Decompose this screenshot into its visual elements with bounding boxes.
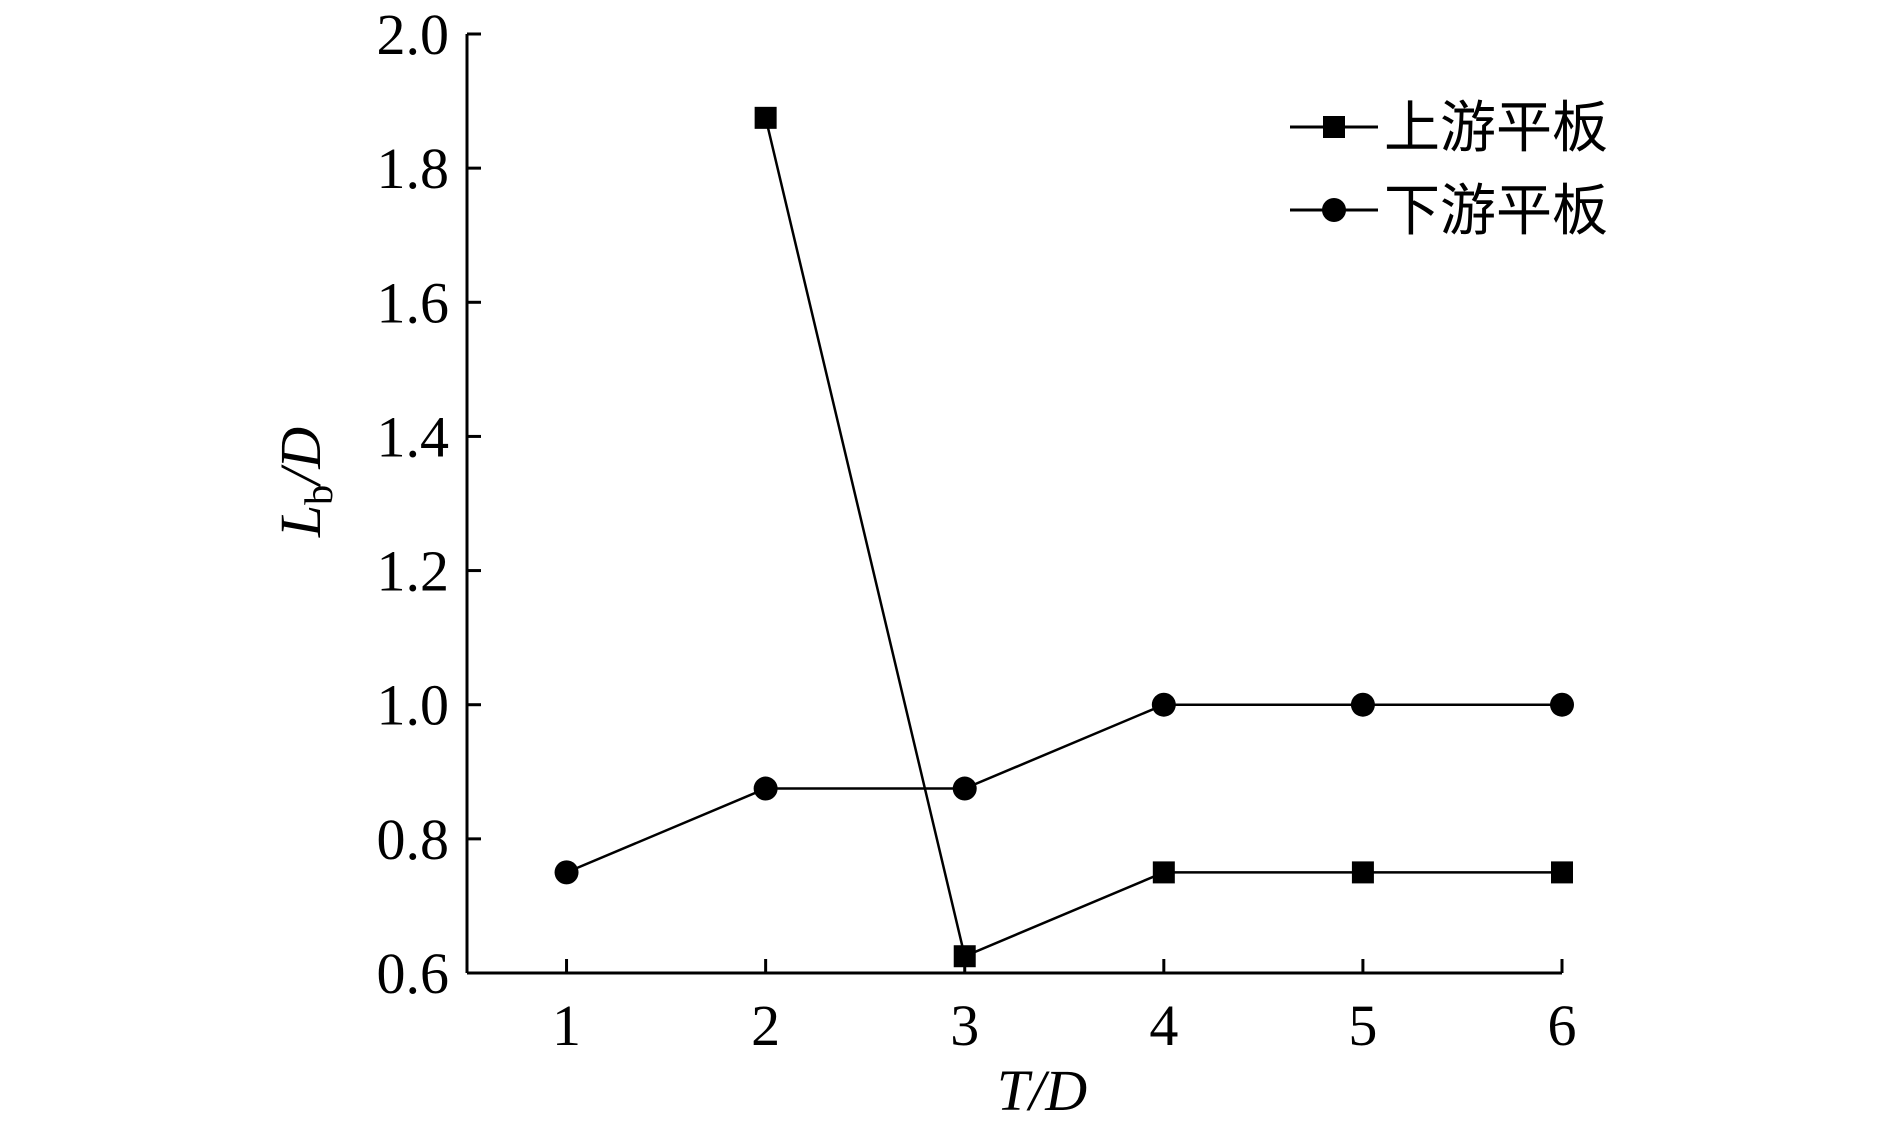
data-point-circle: [952, 776, 977, 801]
legend-marker-square: [1323, 116, 1345, 138]
y-tick-label: 1.4: [377, 404, 450, 469]
y-tick-label: 1.0: [377, 673, 450, 738]
y-axis-title: Lb/D: [268, 427, 341, 538]
data-point-circle: [1350, 692, 1375, 717]
legend-label: 上游平板: [1384, 96, 1608, 161]
series: [554, 106, 1574, 968]
data-point-square: [1551, 861, 1573, 884]
x-tick-label: 3: [950, 993, 979, 1058]
axes: [465, 32, 1564, 975]
y-tick-label: 1.2: [377, 539, 450, 604]
x-tick-label: 6: [1548, 993, 1577, 1058]
x-tick-label: 2: [751, 993, 780, 1058]
data-point-square: [754, 106, 777, 129]
y-tick-label: 0.6: [377, 941, 450, 1006]
legend-item-1: 上游平板: [1290, 96, 1608, 161]
y-tick-label: 0.8: [377, 807, 450, 872]
y-tick-label: 1.6: [377, 270, 450, 335]
data-point-square: [953, 945, 976, 968]
data-point-circle: [554, 860, 579, 885]
y-tick-label: 1.8: [377, 136, 450, 201]
x-tick-label: 4: [1149, 993, 1178, 1058]
data-point-square: [1351, 861, 1374, 884]
data-point-square: [1152, 861, 1175, 884]
y-axis-title-rest: /D: [268, 427, 333, 488]
legend-item-2: 下游平板: [1290, 179, 1608, 244]
legend-marker-circle: [1322, 198, 1346, 222]
y-axis-title-main: L: [268, 505, 333, 538]
tick-labels: 0.6 0.8 1.0 1.2 1.4 1.6 1.8 2.0 1 2 3 4 5 6: [377, 2, 1577, 1058]
data-point-circle: [753, 776, 778, 801]
series-line: [566, 703, 1562, 874]
series-2: [554, 692, 1574, 885]
x-axis-title: T/D: [997, 1058, 1087, 1121]
legend-label: 下游平板: [1384, 179, 1608, 244]
x-tick-label: 1: [552, 993, 581, 1058]
y-axis-title-subscript: b: [296, 485, 341, 505]
data-point-circle: [1550, 692, 1574, 717]
y-tick-label: 2.0: [377, 2, 450, 67]
data-point-circle: [1151, 692, 1176, 717]
x-tick-label: 5: [1348, 993, 1377, 1058]
axis-titles: T/D Lb/D: [268, 427, 1087, 1121]
series-1: [754, 106, 1573, 968]
